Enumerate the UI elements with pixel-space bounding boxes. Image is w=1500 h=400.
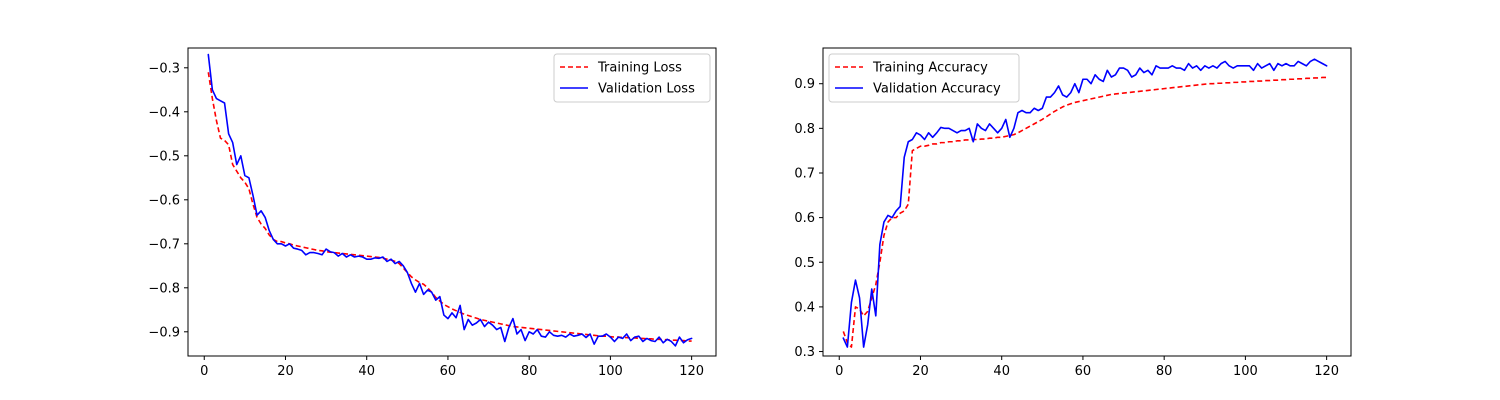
accuracy-series-0-line [842, 76, 1327, 348]
loss-x-tick-label-0: 0 [200, 364, 208, 379]
accuracy-chart: 0 20 40 60 80 100 120 0.3 0.4 0.5 0.6 0.7 0.8 0.9 Trai… [794, 47, 1352, 379]
loss-x-tick-label-6: 120 [679, 364, 704, 379]
loss-axes-frame [187, 47, 717, 357]
loss-y-tick-label-1: −0.8 [148, 281, 180, 296]
accuracy-y-tick-label-0: 0.3 [794, 345, 815, 360]
loss-chart: 0 20 40 60 80 100 120 −0.9 −0.8 −0.7 −0.6 −0.5 −0.4 −… [148, 47, 717, 379]
accuracy-legend-label-0: Training Accuracy [872, 61, 988, 76]
accuracy-x-tick-label-2: 40 [993, 364, 1010, 379]
accuracy-y-tick-label-5: 0.8 [794, 122, 815, 137]
accuracy-y-tick-label-6: 0.9 [794, 77, 815, 92]
loss-x-tick-label-3: 60 [440, 364, 457, 379]
loss-y-tick-label-2: −0.7 [148, 237, 180, 252]
accuracy-x-tick-label-3: 60 [1075, 364, 1092, 379]
accuracy-legend: Training Accuracy Validation Accuracy [828, 53, 1020, 103]
accuracy-y-tick-label-1: 0.4 [794, 300, 815, 315]
loss-y-tick-label-3: −0.6 [148, 193, 180, 208]
loss-x-tick-label-4: 80 [521, 364, 538, 379]
accuracy-x-tick-label-5: 100 [1233, 364, 1258, 379]
accuracy-series-1-line [842, 58, 1328, 348]
accuracy-y-tick-label-4: 0.7 [794, 166, 815, 181]
accuracy-x-tick-label-4: 80 [1156, 364, 1173, 379]
loss-x-tick-label-2: 40 [358, 364, 375, 379]
loss-x-tick-label-5: 100 [598, 364, 623, 379]
loss-y-tick-label-4: −0.5 [148, 149, 180, 164]
loss-legend-box [553, 53, 711, 103]
loss-series-0-line [207, 72, 692, 342]
accuracy-x-tick-label-0: 0 [835, 364, 843, 379]
accuracy-y-tick-label-2: 0.5 [794, 256, 815, 271]
accuracy-axes-frame [822, 47, 1352, 357]
accuracy-legend-box [828, 53, 1020, 103]
accuracy-legend-label-1: Validation Accuracy [873, 82, 1001, 97]
loss-legend-label-0: Training Loss [597, 61, 682, 76]
loss-y-tick-label-6: −0.3 [148, 61, 180, 76]
loss-legend-label-1: Validation Loss [598, 82, 695, 97]
accuracy-x-tick-label-1: 20 [912, 364, 929, 379]
loss-legend: Training Loss Validation Loss [553, 53, 711, 103]
accuracy-y-tick-label-3: 0.6 [794, 211, 815, 226]
loss-y-tick-label-5: −0.4 [148, 105, 180, 120]
loss-series-1-line [207, 53, 693, 347]
accuracy-x-tick-label-6: 120 [1314, 364, 1339, 379]
loss-x-tick-label-1: 20 [277, 364, 294, 379]
loss-y-tick-label-0: −0.9 [148, 325, 180, 340]
